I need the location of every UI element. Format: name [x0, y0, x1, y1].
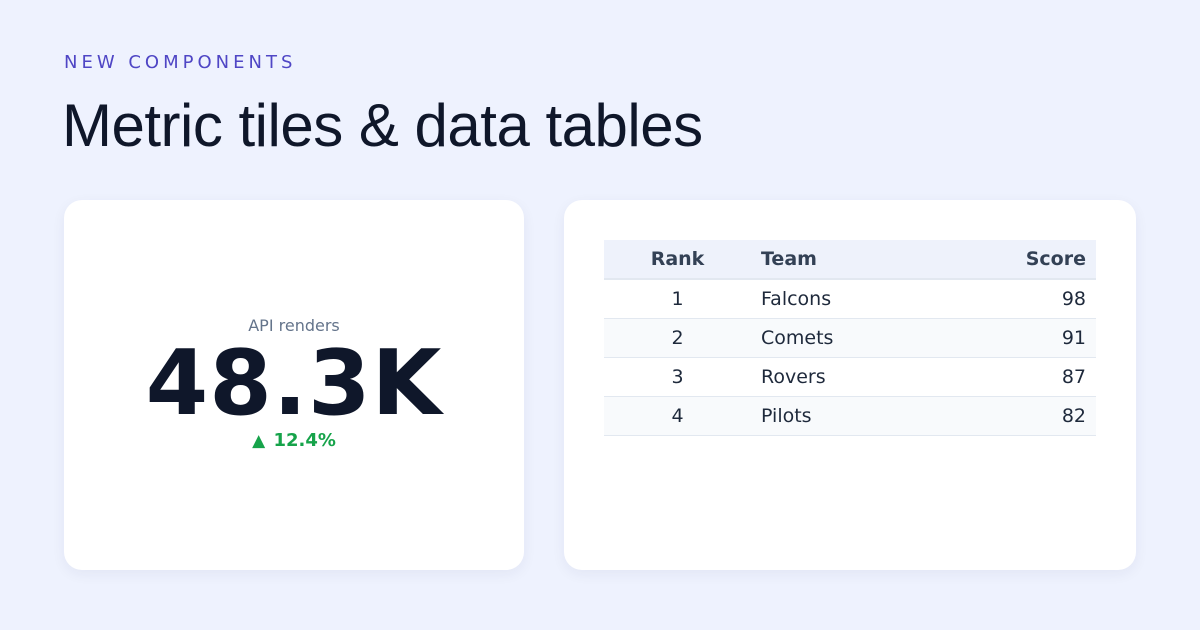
- column-header-score: Score: [936, 240, 1096, 280]
- page-title: Metric tiles & data tables: [62, 92, 703, 159]
- metric-label: API renders: [248, 316, 340, 335]
- table-header-row: Rank Team Score: [604, 240, 1096, 280]
- metric-value: 48.3K: [145, 331, 443, 436]
- column-header-rank: Rank: [604, 240, 751, 280]
- data-table-card: Rank Team Score 1 Falcons 98 2 Comets 91…: [564, 200, 1136, 570]
- cell-score: 98: [936, 279, 1096, 319]
- cell-score: 82: [936, 396, 1096, 436]
- cell-score: 87: [936, 357, 1096, 397]
- table-row: 4 Pilots 82: [604, 396, 1096, 436]
- eyebrow-label: NEW COMPONENTS: [64, 52, 297, 73]
- data-table: Rank Team Score 1 Falcons 98 2 Comets 91…: [604, 240, 1096, 436]
- metric-tile: API renders 48.3K ▲ 12.4%: [64, 200, 524, 570]
- cell-rank: 4: [604, 396, 751, 436]
- metric-delta: ▲ 12.4%: [64, 430, 524, 452]
- column-header-team: Team: [751, 240, 936, 280]
- metric-delta-value: 12.4%: [273, 430, 336, 451]
- triangle-up-icon: ▲: [252, 431, 266, 451]
- cell-team: Falcons: [751, 279, 936, 319]
- table-body: 1 Falcons 98 2 Comets 91 3 Rovers 87 4 P…: [604, 279, 1096, 436]
- table-row: 3 Rovers 87: [604, 357, 1096, 397]
- table-row: 1 Falcons 98: [604, 279, 1096, 319]
- table-header: Rank Team Score: [604, 240, 1096, 280]
- cell-score: 91: [936, 318, 1096, 358]
- cell-rank: 1: [604, 279, 751, 319]
- cell-team: Rovers: [751, 357, 936, 397]
- cell-rank: 3: [604, 357, 751, 397]
- cell-rank: 2: [604, 318, 751, 358]
- cell-team: Comets: [751, 318, 936, 358]
- cell-team: Pilots: [751, 396, 936, 436]
- table-row: 2 Comets 91: [604, 318, 1096, 358]
